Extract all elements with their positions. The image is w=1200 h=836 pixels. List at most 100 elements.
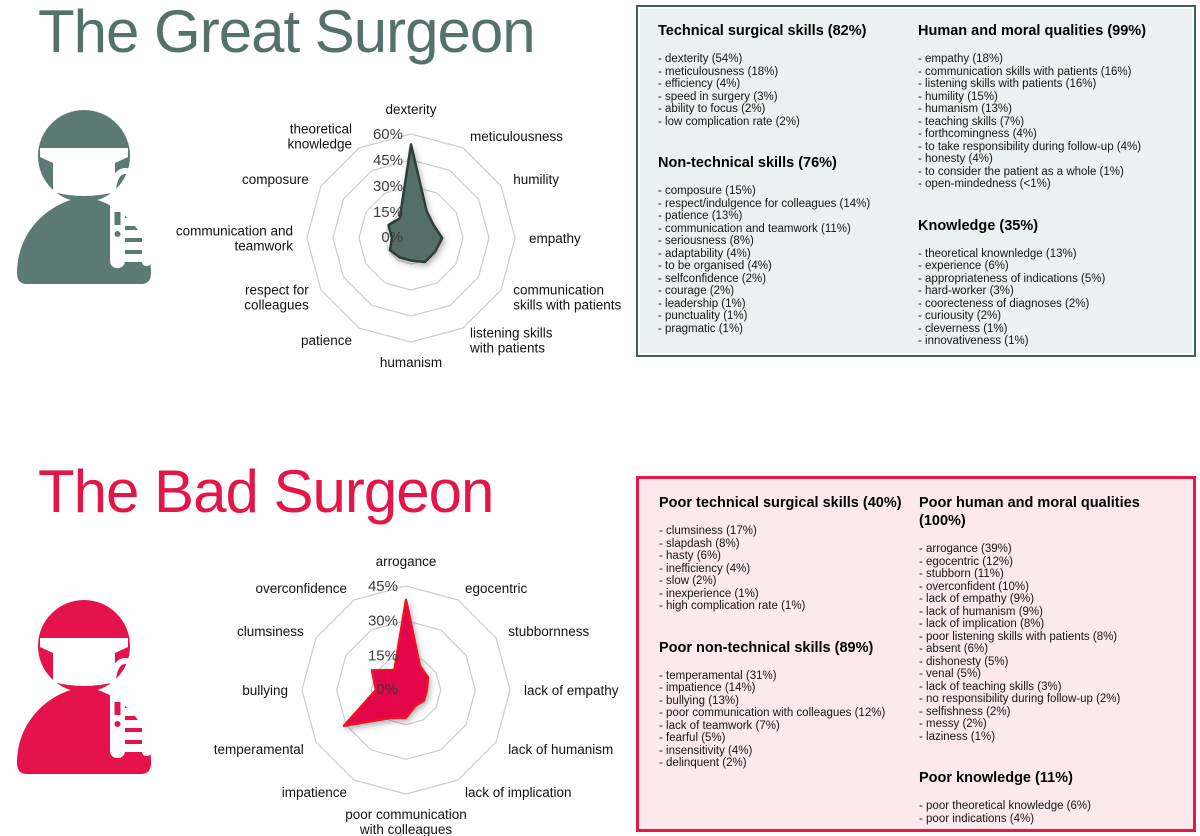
grip-side-bar xyxy=(142,214,151,266)
radar-tick-label: 0% xyxy=(381,229,403,246)
section-heading: Poor human and moral qualities (100%) xyxy=(919,495,1140,529)
scalpel-detail xyxy=(114,212,121,225)
radar-tick-label: 15% xyxy=(368,647,398,664)
radar-axis-label: lack of implication xyxy=(465,785,572,800)
radar-grid-ring xyxy=(301,585,511,795)
radar-axis-label: teamwork xyxy=(234,239,293,254)
bad-title: The Bad Surgeon xyxy=(38,458,494,525)
list-item: respect/indulgence for colleagues (14%) xyxy=(658,198,910,211)
list-item: cleverness (1%) xyxy=(918,323,1184,336)
list-item: lack of humanism (9%) xyxy=(919,606,1183,619)
list-item: forthcomingness (4%) xyxy=(918,128,1184,141)
list-item: poor communication with colleagues (12%) xyxy=(659,707,911,720)
list-item: humanism (13%) xyxy=(918,103,1184,116)
radar-axis-label: colleagues xyxy=(244,298,309,313)
list-item: low complication rate (2%) xyxy=(658,116,910,129)
list-item: composure (15%) xyxy=(658,185,910,198)
radar-data-polygon xyxy=(387,143,444,264)
radar-axis-label: arrogance xyxy=(376,554,437,569)
list-item: lack of implication (8%) xyxy=(919,618,1183,631)
list-item: slapdash (8%) xyxy=(659,538,911,551)
list-item: meticulousness (18%) xyxy=(658,66,910,79)
list-item: hasty (6%) xyxy=(659,550,911,563)
list-item: inexperience (1%) xyxy=(659,588,911,601)
radar-axis-label: patience xyxy=(301,333,352,348)
radar-tick-label: 60% xyxy=(373,126,403,143)
list-item: communication skills with patients (16%) xyxy=(918,66,1184,79)
radar-axis-label: stubbornness xyxy=(508,624,589,639)
list-item: lack of empathy (9%) xyxy=(919,593,1183,606)
bad-box-column-1: Poor technical surgical skills (40%) clum… xyxy=(639,479,919,829)
radar-axis-label: dexterity xyxy=(385,102,436,117)
list-item: dishonesty (5%) xyxy=(919,656,1183,669)
grip-bar xyxy=(123,732,150,740)
list-item: no responsibility during follow-up (2%) xyxy=(919,693,1183,706)
list-item: seriousness (8%) xyxy=(658,235,910,248)
list-item: venal (5%) xyxy=(919,668,1183,681)
panel-section: Poor technical surgical skills (40%) clum… xyxy=(659,494,911,613)
list-item: selfconfidence (2%) xyxy=(658,273,910,286)
radar-data-polygon xyxy=(342,598,430,728)
list-item: temperamental (31%) xyxy=(659,670,911,683)
list-item: delinquent (2%) xyxy=(659,757,911,770)
bad-box-column-2: Poor human and moral qualities (100%) arr… xyxy=(919,479,1193,829)
bad-surgeon-icon xyxy=(17,600,151,774)
radar-axis-label: temperamental xyxy=(214,742,304,757)
list-item: to consider the patient as a whole (1%) xyxy=(918,166,1184,179)
panel-section: Poor knowledge (11%) poor theoretical kno… xyxy=(919,769,1183,825)
list-item: teaching skills (7%) xyxy=(918,116,1184,129)
list-item: patience (13%) xyxy=(658,210,910,223)
list-item: laziness (1%) xyxy=(919,731,1183,744)
panel-section: Technical surgical skills (82%) dexterity… xyxy=(658,22,910,128)
list-item: listening skills with patients (16%) xyxy=(918,78,1184,91)
radar-axis-label: composure xyxy=(242,172,309,187)
list-item: arrogance (39%) xyxy=(919,543,1183,556)
list-item: selfishness (2%) xyxy=(919,706,1183,719)
great-surgeon-icon xyxy=(17,110,151,284)
radar-grid-ring xyxy=(332,159,490,317)
surgeon-mask-icon xyxy=(40,148,128,196)
list-item: egocentric (12%) xyxy=(919,556,1183,569)
list-item: leadership (1%) xyxy=(658,298,910,311)
section-heading: Poor non-technical skills (89%) xyxy=(659,639,874,656)
radar-tick-label: 45% xyxy=(373,152,403,169)
radar-axis-label: humanism xyxy=(380,355,442,370)
radar-axis-label: clumsiness xyxy=(237,624,304,639)
scalpel-hook-icon xyxy=(110,658,138,684)
list-item: courage (2%) xyxy=(658,285,910,298)
list-item: to be organised (4%) xyxy=(658,260,910,273)
radar-axis-label: meticulousness xyxy=(470,129,563,144)
list-item: to take responsibility during follow-up … xyxy=(918,141,1184,154)
list-item: clumsiness (17%) xyxy=(659,525,911,538)
list-item: communication and teamwork (11%) xyxy=(658,223,910,236)
surgeon-mask-icon xyxy=(40,638,128,686)
list-item: humility (15%) xyxy=(918,91,1184,104)
list-item: innovativeness (1%) xyxy=(918,335,1184,348)
list-item: experience (6%) xyxy=(918,260,1184,273)
list-item: poor theoretical knowledge (6%) xyxy=(919,800,1183,813)
list-item: adaptability (4%) xyxy=(658,248,910,261)
great-box-column-2: Human and moral qualities (99%) empathy (… xyxy=(918,7,1194,355)
list-item: empathy (18%) xyxy=(918,53,1184,66)
list-item: open-mindedness (<1%) xyxy=(918,178,1184,191)
grip-bar xyxy=(123,744,150,752)
scalpel-handle-icon xyxy=(110,682,125,758)
scalpel-dot xyxy=(114,721,121,727)
grip-side-bar xyxy=(142,704,151,756)
list-item: impatience (14%) xyxy=(659,682,911,695)
radar-axis-label: overconfidence xyxy=(255,581,347,596)
radar-axis-label: knowledge xyxy=(287,136,352,151)
bad-summary-box: Poor technical surgical skills (40%) clum… xyxy=(636,476,1196,832)
list-item: absent (6%) xyxy=(919,643,1183,656)
radar-axis-label: respect for xyxy=(245,283,309,298)
radar-axis-label: communication and xyxy=(176,224,293,239)
radar-tick-label: 30% xyxy=(373,178,403,195)
grip-bar xyxy=(123,720,150,728)
list-item: high complication rate (1%) xyxy=(659,600,911,613)
grip-bar xyxy=(123,218,150,226)
radar-axis-label: humility xyxy=(513,172,559,187)
scalpel-detail xyxy=(114,702,121,715)
great-box-column-1: Technical surgical skills (82%) dexterity… xyxy=(638,7,918,355)
list-item: insensitivity (4%) xyxy=(659,745,911,758)
